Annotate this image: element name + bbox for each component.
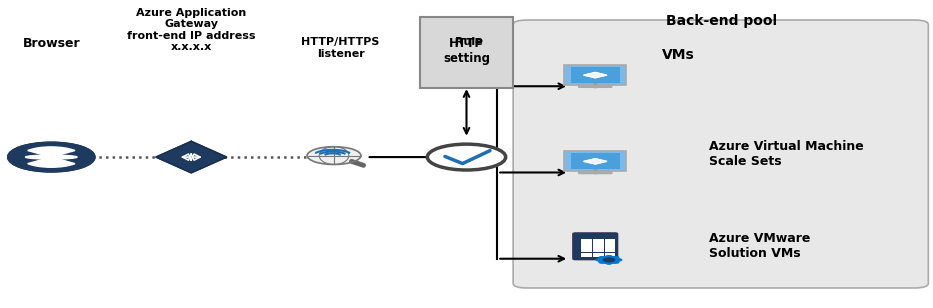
FancyBboxPatch shape [593,243,604,248]
FancyBboxPatch shape [571,153,620,169]
Circle shape [599,257,605,258]
FancyBboxPatch shape [581,243,592,248]
FancyBboxPatch shape [593,253,604,257]
Circle shape [606,262,611,264]
FancyBboxPatch shape [593,239,604,243]
Circle shape [617,259,621,261]
Text: Rule: Rule [454,37,482,47]
FancyBboxPatch shape [605,253,615,257]
FancyBboxPatch shape [513,20,928,288]
Circle shape [614,257,619,258]
FancyBboxPatch shape [578,171,613,174]
FancyBboxPatch shape [578,85,613,88]
Circle shape [599,261,605,263]
FancyBboxPatch shape [573,233,618,260]
FancyBboxPatch shape [605,243,615,248]
Text: HTTP
setting: HTTP setting [443,37,490,65]
Circle shape [614,261,619,263]
FancyBboxPatch shape [420,17,513,88]
Text: HTTP/HTTPS
listener: HTTP/HTTPS listener [301,37,380,59]
Circle shape [598,256,620,264]
Text: Azure Virtual Machine
Scale Sets: Azure Virtual Machine Scale Sets [709,140,864,168]
Text: Back-end pool: Back-end pool [665,14,777,28]
Polygon shape [584,159,606,164]
Wedge shape [28,157,75,167]
Polygon shape [584,72,606,78]
FancyBboxPatch shape [571,67,620,83]
Circle shape [427,144,506,170]
FancyBboxPatch shape [605,248,615,252]
FancyBboxPatch shape [581,253,592,257]
FancyBboxPatch shape [581,248,592,252]
Circle shape [604,258,615,262]
Circle shape [606,256,611,257]
FancyBboxPatch shape [581,239,592,243]
Text: Azure Application
Gateway
front-end IP address
x.x.x.x: Azure Application Gateway front-end IP a… [127,8,256,52]
FancyBboxPatch shape [605,239,615,243]
FancyBboxPatch shape [564,65,626,85]
Text: VMs: VMs [662,48,695,63]
FancyBboxPatch shape [564,151,626,171]
Wedge shape [28,147,75,157]
Text: Azure VMware
Solution VMs: Azure VMware Solution VMs [709,233,811,260]
FancyBboxPatch shape [593,248,604,252]
Circle shape [596,259,602,261]
Text: Browser: Browser [22,37,80,50]
Circle shape [8,143,94,171]
Circle shape [307,147,361,164]
Polygon shape [156,141,227,173]
Ellipse shape [25,155,77,159]
